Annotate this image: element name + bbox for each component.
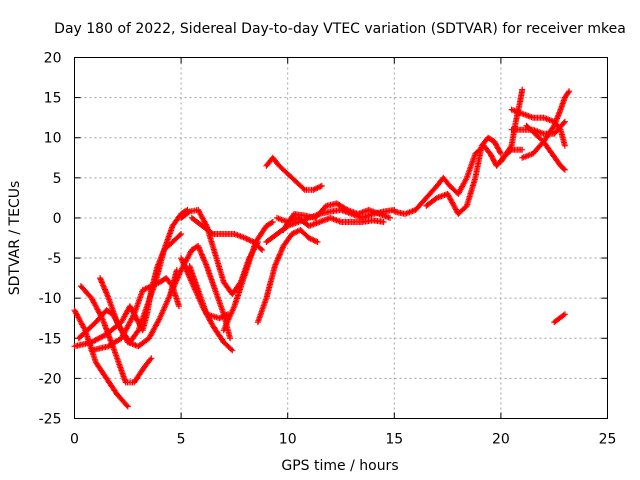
axis-ticks: 0 5 10 15 20 25 -25 -20 -15 -10 -5 0 5 10 15 20 <box>39 51 617 448</box>
x-tick-label: 20 <box>492 432 510 448</box>
y-tick-label: -15 <box>39 331 62 347</box>
x-tick-label: 10 <box>279 432 297 448</box>
plus-markers <box>263 154 325 193</box>
series-l <box>220 219 276 334</box>
y-tick-label: 20 <box>44 51 62 67</box>
series-n <box>263 154 325 193</box>
plus-markers <box>523 122 568 173</box>
plus-markers <box>497 86 526 165</box>
y-axis-label: SDTVAR / TECUs <box>7 181 23 296</box>
y-tick-label: -25 <box>39 412 62 428</box>
x-tick-label: 5 <box>177 432 186 448</box>
plus-markers <box>186 263 231 322</box>
series-x <box>523 122 568 173</box>
plus-markers <box>220 219 276 334</box>
plus-markers <box>551 311 568 326</box>
series-m <box>254 227 321 326</box>
series-s <box>423 134 504 217</box>
series-t <box>497 86 526 165</box>
x-tick-label: 0 <box>70 432 79 448</box>
y-tick-label: 5 <box>53 171 62 187</box>
plot-frame <box>74 57 608 419</box>
y-tick-label: 10 <box>44 131 62 147</box>
y-tick-label: 0 <box>53 211 62 227</box>
series-y <box>551 311 568 326</box>
x-axis-label: GPS time / hours <box>281 458 398 474</box>
x-tick-label: 15 <box>385 432 403 448</box>
plus-markers <box>88 275 182 354</box>
y-tick-label: -5 <box>48 251 62 267</box>
series-k <box>186 263 231 322</box>
y-tick-label: -10 <box>39 291 62 307</box>
series-f <box>88 275 182 354</box>
plus-markers <box>254 227 321 326</box>
y-tick-label: 15 <box>44 91 62 107</box>
chart-title: Day 180 of 2022, Sidereal Day-to-day VTE… <box>54 21 626 37</box>
data-series <box>71 86 573 410</box>
plus-markers <box>423 134 504 217</box>
grid-lines <box>74 57 608 419</box>
x-tick-label: 25 <box>599 432 617 448</box>
series-q <box>280 200 393 233</box>
plus-markers <box>280 200 393 233</box>
y-tick-label: -20 <box>39 371 62 387</box>
